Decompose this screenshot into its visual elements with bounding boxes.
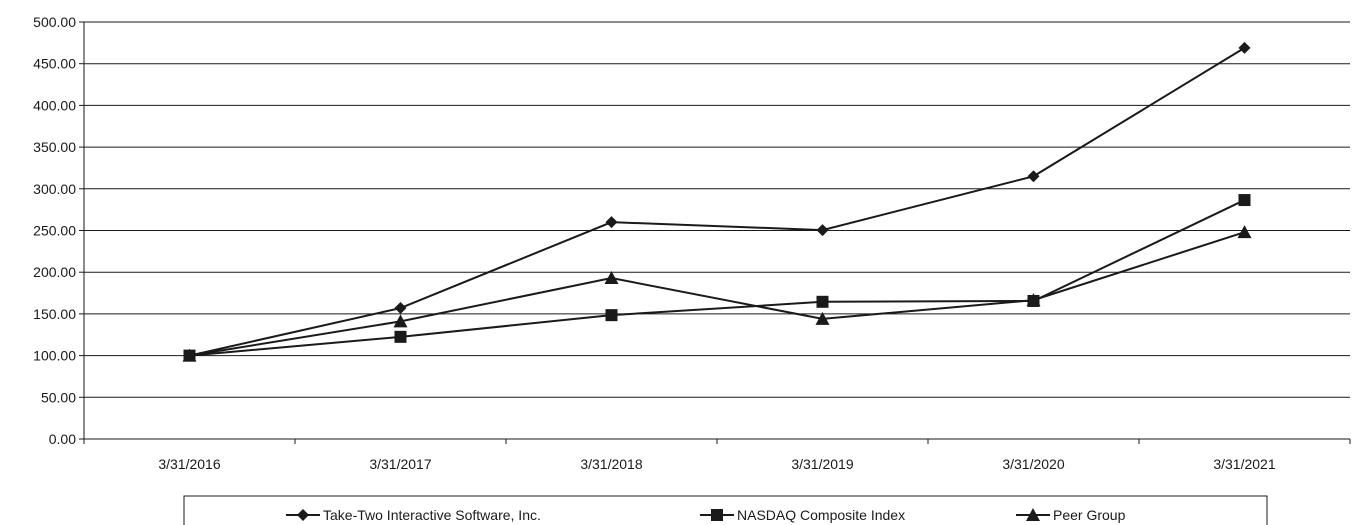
legend-marker-square <box>711 509 723 521</box>
data-point-diamond <box>394 302 407 315</box>
legend: Take-Two Interactive Software, Inc. NASDA… <box>183 495 1268 525</box>
y-tick-label: 400.00 <box>33 97 76 113</box>
data-point-triangle <box>815 311 830 325</box>
series-diamond <box>183 41 1251 362</box>
y-tick-label: 350.00 <box>33 139 76 155</box>
legend-label: Take-Two Interactive Software, Inc. <box>323 507 541 523</box>
data-point-diamond <box>816 224 829 237</box>
x-tick-label: 3/31/2021 <box>1213 456 1275 472</box>
series-line <box>189 199 1245 357</box>
y-tick-label: 50.00 <box>41 389 76 405</box>
x-tick-label: 3/31/2018 <box>580 456 642 472</box>
data-point-square <box>605 309 618 322</box>
legend-item: Take-Two Interactive Software, Inc. <box>286 507 541 523</box>
legend-marker-diamond <box>297 509 309 521</box>
data-point-triangle <box>1237 225 1252 239</box>
series-line <box>189 46 1246 357</box>
data-point-diamond <box>605 216 618 229</box>
y-tick-label: 450.00 <box>33 56 76 72</box>
x-tick-label: 3/31/2019 <box>791 456 853 472</box>
y-tick-label: 300.00 <box>33 181 76 197</box>
x-tick-label: 3/31/2016 <box>158 456 220 472</box>
series-line <box>189 231 1245 357</box>
data-point-triangle <box>604 271 619 285</box>
y-tick-label: 250.00 <box>33 223 76 239</box>
data-point-square <box>394 330 407 343</box>
data-point-diamond <box>183 349 196 362</box>
y-tick-label: 200.00 <box>33 264 76 280</box>
data-point-square <box>816 295 829 308</box>
legend-item: NASDAQ Composite Index <box>700 507 905 523</box>
legend-marker-triangle <box>1026 508 1040 521</box>
y-tick-label: 100.00 <box>33 348 76 364</box>
y-tick-label: 150.00 <box>33 306 76 322</box>
y-tick-labels: 0.00 50.00 100.00 150.00 200.00 250.00 300.00 3… <box>33 14 76 447</box>
x-tick-label: 3/31/2020 <box>1002 456 1064 472</box>
axes <box>79 21 1351 444</box>
series-square <box>183 194 1251 362</box>
data-point-diamond <box>1027 170 1040 183</box>
data-point-triangle <box>393 314 408 328</box>
x-tick-labels: 3/31/2016 3/31/2017 3/31/2018 3/31/2019 3/31… <box>158 456 1275 472</box>
data-point-square <box>1238 194 1251 207</box>
gridlines <box>84 21 1350 398</box>
series-lines <box>182 41 1252 362</box>
data-point-diamond <box>1238 41 1251 54</box>
legend-box <box>183 495 1268 525</box>
x-tick-label: 3/31/2017 <box>369 456 431 472</box>
legend-item: Peer Group <box>1016 507 1126 523</box>
series-triangle <box>182 225 1252 362</box>
data-point-square <box>1027 294 1040 307</box>
legend-label: Peer Group <box>1053 507 1126 523</box>
y-tick-label: 0.00 <box>49 431 76 447</box>
y-tick-label: 500.00 <box>33 14 76 30</box>
legend-label: NASDAQ Composite Index <box>737 507 905 523</box>
